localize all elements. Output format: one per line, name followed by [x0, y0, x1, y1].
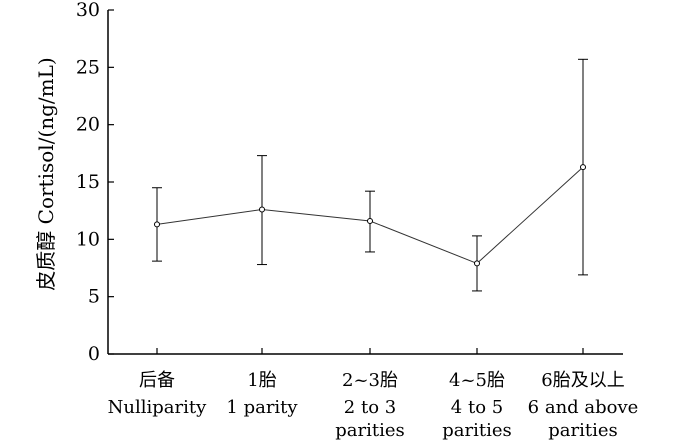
y-axis-label: 皮质醇 Cortisol/(ng/mL)	[34, 57, 58, 290]
x-tick-label-en: 2 to 3	[344, 397, 396, 418]
y-tick-label: 5	[88, 286, 100, 308]
x-tick-label-en: Nulliparity	[108, 397, 207, 418]
x-tick-label-cn: 6胎及以上	[541, 370, 624, 391]
x-tick-label-cn: 4~5胎	[449, 370, 505, 391]
y-tick-label: 0	[88, 343, 100, 365]
x-tick-label-en: parities	[335, 420, 405, 441]
y-tick-label: 30	[76, 0, 100, 21]
y-tick-label: 10	[76, 228, 100, 250]
y-tick-label: 15	[76, 171, 100, 193]
data-point	[367, 217, 373, 224]
x-tick-label-en: 6 and above	[528, 397, 639, 418]
y-axis: 0 5 10 15 20 25 30	[76, 0, 114, 365]
x-tick-label-en: 4 to 5	[451, 397, 503, 418]
y-tick-label: 25	[76, 56, 100, 78]
x-tick-label-cn: 后备	[139, 370, 175, 391]
x-tick-label-cn: 2~3胎	[342, 370, 398, 391]
x-tick-label-en: 1 parity	[226, 397, 298, 418]
data-point	[474, 260, 480, 267]
x-tick-label-en: parities	[548, 420, 618, 441]
series-cortisol	[152, 58, 588, 292]
x-tick-label-cn: 1胎	[247, 370, 276, 391]
data-point	[154, 221, 160, 228]
data-point	[580, 164, 586, 171]
x-tick-label-en: parities	[442, 420, 512, 441]
data-point	[259, 206, 265, 213]
y-tick-label: 20	[76, 114, 100, 136]
